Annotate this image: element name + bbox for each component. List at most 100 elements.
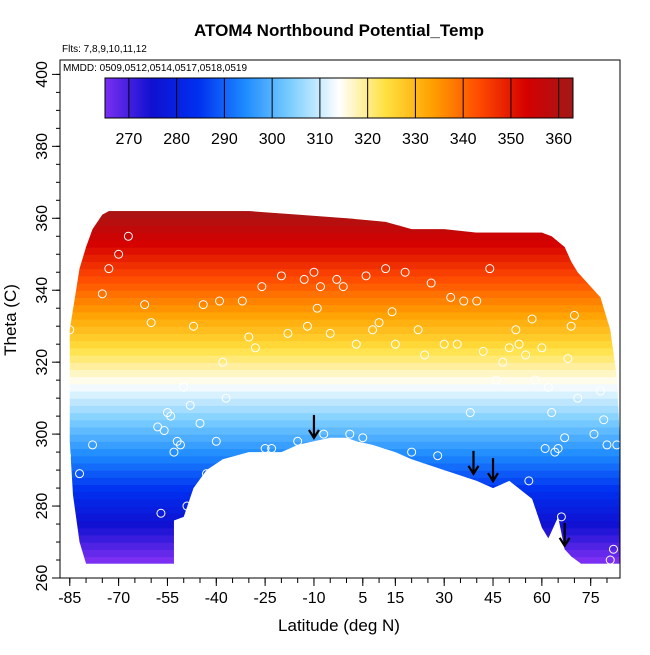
heatmap-band (69, 232, 620, 241)
y-tick-label: 360 (34, 205, 51, 232)
heatmap-band (69, 484, 620, 493)
data-point (299, 274, 309, 284)
data-point (452, 339, 462, 349)
observation-points (62, 231, 620, 565)
data-point (381, 264, 391, 274)
data-point (605, 555, 615, 565)
y-axis: 260 280 300 320 340 360 380 400 (34, 61, 60, 591)
data-point (560, 433, 570, 443)
x-tick-label: -40 (205, 590, 228, 607)
data-point (599, 415, 609, 425)
subtitle-flights: Flts: 7,8,9,10,11,12 (62, 44, 147, 55)
heatmap-band (69, 268, 620, 277)
data-point (198, 300, 208, 310)
heatmap-band (69, 412, 620, 421)
heatmap-band (69, 261, 620, 270)
data-point (75, 469, 85, 479)
data-point (179, 382, 189, 392)
heatmap-band (69, 225, 620, 234)
data-point (237, 296, 247, 306)
heatmap-band (69, 498, 620, 507)
x-tick-label: -55 (156, 590, 179, 607)
data-point (459, 296, 469, 306)
data-point (218, 357, 228, 367)
heatmap-band (69, 455, 620, 464)
data-point (202, 469, 212, 479)
data-point (221, 393, 231, 403)
data-point (276, 271, 286, 281)
data-point (97, 289, 107, 299)
data-point (543, 382, 553, 392)
colorbar-tick-label: 330 (402, 131, 429, 148)
heatmap-band (69, 448, 620, 457)
heatmap-band (69, 549, 620, 558)
heatmap-band (69, 254, 620, 263)
y-tick-label: 340 (34, 277, 51, 304)
heatmap-band (69, 542, 620, 550)
heatmap-band (69, 398, 620, 406)
heatmap-band (69, 211, 620, 219)
data-point (586, 231, 596, 241)
data-point (400, 267, 410, 277)
data-point (511, 325, 521, 335)
colorbar-tick-label: 350 (498, 131, 525, 148)
heatmap-band (69, 239, 620, 248)
arrow-marker (487, 458, 499, 484)
heatmap-band (69, 211, 620, 212)
heatmap-band (69, 319, 620, 327)
data-point (530, 375, 540, 385)
heatmap-band (69, 275, 620, 284)
heatmap-band (60, 168, 620, 176)
x-tick-label: 75 (582, 590, 600, 607)
data-point (325, 328, 335, 338)
x-tick-label: 60 (533, 590, 551, 607)
colorbar-tick-label: 360 (545, 131, 572, 148)
data-point (589, 429, 599, 439)
data-point (140, 300, 150, 310)
data-point (114, 249, 124, 259)
data-point (563, 354, 573, 364)
data-point (390, 339, 400, 349)
colorbar-tick-label: 270 (116, 131, 143, 148)
data-point (407, 447, 417, 457)
data-point (498, 357, 508, 367)
data-point (569, 310, 579, 320)
data-point (387, 307, 397, 317)
data-point (521, 350, 531, 360)
heatmap-band (69, 247, 620, 255)
x-tick-label: -25 (254, 590, 277, 607)
heatmap-band (60, 132, 620, 140)
x-tick-label: -70 (107, 590, 130, 607)
data-point (62, 501, 72, 511)
data-point (257, 282, 267, 292)
heatmap-band (69, 362, 620, 370)
chart-title: ATOM4 Northbound Potential_Temp (194, 21, 484, 40)
heatmap-band (69, 340, 620, 349)
flight-arrows (308, 414, 571, 548)
heatmap-band (60, 154, 620, 162)
data-point (302, 321, 312, 331)
data-point (250, 343, 260, 353)
data-point (439, 339, 449, 349)
heatmap-band (60, 139, 620, 147)
heatmap-band (69, 218, 620, 227)
data-point (491, 375, 501, 385)
data-point (579, 238, 589, 248)
data-point (504, 343, 514, 353)
heatmap-band (69, 434, 620, 442)
heatmap-band (60, 161, 620, 169)
heatmap-band (69, 304, 620, 313)
data-point (433, 451, 443, 461)
heatmap-band (69, 520, 620, 529)
subtitle-dates: MMDD: 0509,0512,0514,0517,0518,0519 (63, 63, 247, 74)
colorbar-tick-label: 310 (307, 131, 334, 148)
heatmap-band (60, 571, 620, 579)
data-point (188, 321, 198, 331)
colorbar-tick-label: 290 (211, 131, 238, 148)
heatmap-band (69, 347, 620, 356)
data-point (413, 325, 423, 335)
data-point (345, 429, 355, 439)
y-tick-label: 400 (34, 61, 51, 88)
heatmap-band (69, 527, 620, 536)
